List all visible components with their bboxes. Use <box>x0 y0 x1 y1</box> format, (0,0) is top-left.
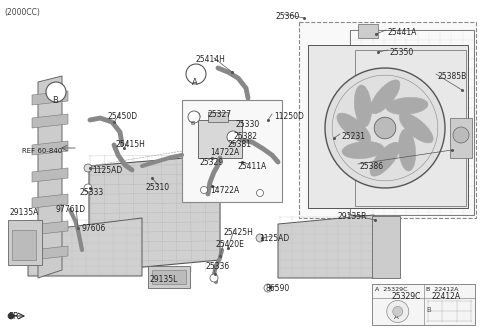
Text: 11250D: 11250D <box>274 112 304 121</box>
Text: B: B <box>427 307 431 313</box>
Bar <box>148 266 190 288</box>
Text: 25327: 25327 <box>207 110 231 119</box>
Polygon shape <box>278 215 374 278</box>
Bar <box>372 216 400 278</box>
Circle shape <box>84 164 92 172</box>
Circle shape <box>387 300 409 322</box>
Circle shape <box>210 274 218 282</box>
Circle shape <box>188 111 200 123</box>
Text: 25350: 25350 <box>390 48 414 57</box>
Text: 25336: 25336 <box>206 262 230 271</box>
Ellipse shape <box>370 142 400 176</box>
Text: 25385B: 25385B <box>438 72 467 81</box>
Ellipse shape <box>398 129 416 171</box>
Text: 25415H: 25415H <box>115 140 145 149</box>
Bar <box>355 50 466 206</box>
Circle shape <box>227 131 239 143</box>
Text: 22412A: 22412A <box>432 292 461 301</box>
Text: 25381: 25381 <box>228 140 252 149</box>
Circle shape <box>186 64 206 84</box>
Ellipse shape <box>342 141 384 159</box>
Polygon shape <box>28 218 142 276</box>
Text: 25382: 25382 <box>234 132 258 141</box>
Text: 25386: 25386 <box>360 162 384 171</box>
Text: 25414H: 25414H <box>195 55 225 64</box>
Text: B  22412A: B 22412A <box>427 287 459 292</box>
Circle shape <box>264 284 272 292</box>
Polygon shape <box>32 194 68 208</box>
Text: 97606: 97606 <box>82 224 107 233</box>
Text: 29135A: 29135A <box>10 208 39 217</box>
Polygon shape <box>32 246 68 260</box>
Polygon shape <box>32 91 68 105</box>
Text: B: B <box>190 121 194 126</box>
Bar <box>198 120 242 158</box>
Text: 25333: 25333 <box>80 188 104 197</box>
Polygon shape <box>38 76 62 278</box>
Circle shape <box>84 184 92 192</box>
Circle shape <box>256 234 264 242</box>
Text: A: A <box>192 78 198 87</box>
Bar <box>308 45 468 208</box>
Bar <box>182 100 282 202</box>
Bar <box>152 270 186 284</box>
Text: REF 60-840: REF 60-840 <box>22 148 62 154</box>
Polygon shape <box>32 141 68 155</box>
Circle shape <box>374 117 396 139</box>
Polygon shape <box>32 221 68 235</box>
Text: 25329: 25329 <box>200 158 224 167</box>
Text: A: A <box>230 141 234 146</box>
Bar <box>299 22 476 218</box>
Bar <box>358 24 378 38</box>
Bar <box>8 220 42 265</box>
Circle shape <box>8 313 14 319</box>
Ellipse shape <box>386 97 428 114</box>
Text: 25425H: 25425H <box>224 228 254 237</box>
Text: A: A <box>394 315 398 320</box>
Text: 97761D: 97761D <box>56 205 86 214</box>
Text: 86590: 86590 <box>266 284 290 293</box>
Text: 25411A: 25411A <box>238 162 267 171</box>
Ellipse shape <box>337 113 371 143</box>
Text: FR.: FR. <box>8 312 21 321</box>
Circle shape <box>256 190 264 196</box>
Text: 25441A: 25441A <box>388 28 418 37</box>
Bar <box>12 230 36 260</box>
Bar <box>350 30 474 215</box>
Text: 14722A: 14722A <box>210 186 239 195</box>
Text: 25329C: 25329C <box>391 292 420 301</box>
Circle shape <box>201 187 207 194</box>
Text: 25360: 25360 <box>275 12 299 21</box>
Text: 1125AD: 1125AD <box>259 234 289 243</box>
Text: B: B <box>52 96 58 105</box>
Text: 1125AD: 1125AD <box>92 166 122 175</box>
Text: 25330: 25330 <box>236 120 260 129</box>
Text: 25450D: 25450D <box>108 112 138 121</box>
Polygon shape <box>89 155 220 272</box>
Circle shape <box>325 68 445 188</box>
Circle shape <box>393 306 403 317</box>
Bar <box>372 284 475 325</box>
Text: 29135L: 29135L <box>150 275 179 284</box>
Circle shape <box>453 127 469 143</box>
Text: 25420E: 25420E <box>216 240 245 249</box>
Ellipse shape <box>370 80 400 114</box>
Text: 25310: 25310 <box>145 183 169 192</box>
Polygon shape <box>32 168 68 182</box>
Polygon shape <box>32 114 68 128</box>
Bar <box>208 112 228 122</box>
Text: (2000CC): (2000CC) <box>4 8 40 17</box>
Circle shape <box>46 82 66 102</box>
Ellipse shape <box>354 85 372 127</box>
Text: 14722A: 14722A <box>210 148 239 157</box>
Ellipse shape <box>399 113 433 143</box>
Bar <box>450 118 472 158</box>
Text: 25231: 25231 <box>342 132 366 141</box>
Circle shape <box>192 112 200 120</box>
Text: 29135R: 29135R <box>338 212 368 221</box>
Text: A  25329C: A 25329C <box>375 287 408 292</box>
